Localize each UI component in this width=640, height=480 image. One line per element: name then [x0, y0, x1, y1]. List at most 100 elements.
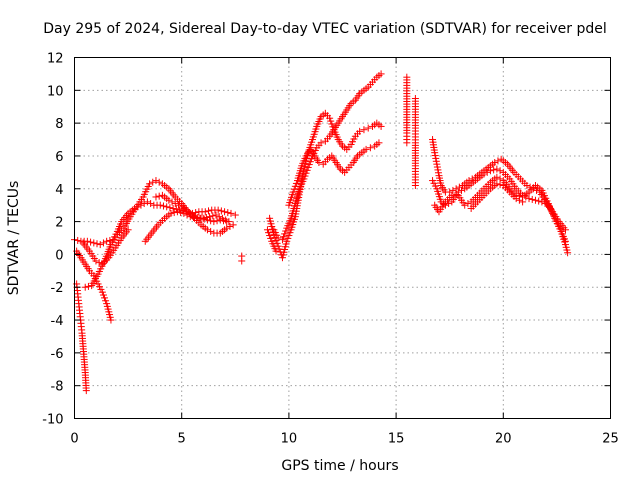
data-point-interp [168, 198, 176, 206]
data-point [83, 237, 91, 245]
data-point-interp [149, 178, 157, 186]
data-point-interp [328, 120, 336, 128]
data-point [210, 218, 218, 226]
data-point [480, 170, 488, 178]
y-tick-label: -4 [51, 314, 64, 329]
data-point-interp [74, 236, 82, 244]
data-point-interp [215, 213, 223, 221]
data-point-interp [280, 233, 288, 241]
data-point [278, 236, 286, 244]
data-point [191, 213, 199, 221]
y-tick-label: 8 [55, 117, 63, 132]
data-point-interp [535, 197, 543, 205]
data-point [223, 218, 231, 226]
data-point [272, 247, 280, 255]
data-point-interp [102, 297, 110, 305]
data-point [525, 195, 533, 203]
data-point [377, 70, 385, 78]
x-axis-label: GPS time / hours [281, 458, 398, 474]
data-point [238, 257, 246, 265]
data-point [317, 139, 325, 147]
data-point-interp [286, 229, 294, 237]
y-tick-label: 4 [55, 183, 63, 198]
data-point [362, 145, 370, 153]
data-point-interp [267, 234, 275, 242]
data-point [274, 234, 282, 242]
data-point [90, 239, 98, 247]
data-point-interp [220, 217, 228, 225]
data-point [433, 160, 441, 168]
data-point [212, 211, 220, 219]
data-point [315, 159, 323, 167]
data-point [107, 316, 115, 324]
data-point-interp [226, 223, 234, 231]
data-point-interp [515, 196, 523, 204]
data-point [227, 209, 235, 217]
data-point [493, 173, 501, 181]
data-point [519, 198, 527, 206]
data-point-interp [95, 259, 103, 267]
data-point-interp [147, 200, 155, 208]
data-point [283, 237, 291, 245]
data-point-interp [87, 238, 95, 246]
data-point [163, 203, 171, 211]
data-point-interp [327, 117, 335, 125]
x-tick-label: 20 [495, 432, 512, 447]
data-point-interp [303, 166, 311, 174]
data-point-interp [290, 185, 298, 193]
data-point-interp [265, 229, 273, 237]
data-point-interp [483, 168, 491, 176]
data-point-interp [496, 181, 504, 189]
data-point-interp [464, 200, 472, 208]
data-point-interp [84, 282, 92, 290]
data-point [173, 208, 181, 216]
data-point [356, 127, 364, 135]
data-point [143, 198, 151, 206]
axis-ticks [74, 57, 611, 419]
data-point-interp [284, 234, 292, 242]
data-point [531, 196, 539, 204]
data-points [71, 70, 572, 395]
data-point-interp [170, 209, 178, 217]
x-tick-label: 10 [281, 432, 298, 447]
data-point-interp [285, 232, 293, 240]
x-tick-labels: 0 5 10 15 20 25 [70, 432, 618, 447]
y-tick-label: -6 [51, 347, 64, 362]
data-point-interp [306, 158, 314, 166]
data-point [197, 214, 205, 222]
data-point [152, 193, 160, 201]
data-point [263, 226, 271, 234]
data-point-interp [449, 186, 457, 194]
data-point [486, 167, 494, 175]
data-point-interp [301, 172, 309, 180]
data-point [221, 208, 229, 216]
data-point-interp [224, 209, 232, 217]
data-point [201, 208, 209, 216]
data-point [82, 387, 90, 395]
data-point [167, 209, 175, 217]
x-tick-label: 25 [602, 432, 619, 447]
data-point-interp [213, 217, 221, 225]
y-tick-label: 10 [47, 84, 64, 99]
x-tick-label: 15 [388, 432, 405, 447]
data-point [169, 204, 177, 212]
data-point-interp [166, 204, 174, 212]
data-point-interp [432, 154, 440, 162]
data-point-interp [434, 169, 442, 177]
data-point-interp [93, 240, 101, 248]
data-point-interp [205, 207, 212, 215]
data-point-interp [496, 167, 504, 175]
data-point-interp [302, 169, 310, 177]
data-point [92, 257, 100, 265]
data-point-interp [457, 186, 465, 194]
data-point [377, 122, 385, 130]
data-point [375, 139, 383, 147]
data-point-interp [292, 179, 300, 187]
data-point [146, 180, 154, 188]
data-point [523, 181, 531, 189]
data-point [561, 237, 569, 245]
data-point-interp [266, 232, 274, 240]
data-point [366, 144, 374, 152]
data-point-interp [140, 200, 148, 208]
